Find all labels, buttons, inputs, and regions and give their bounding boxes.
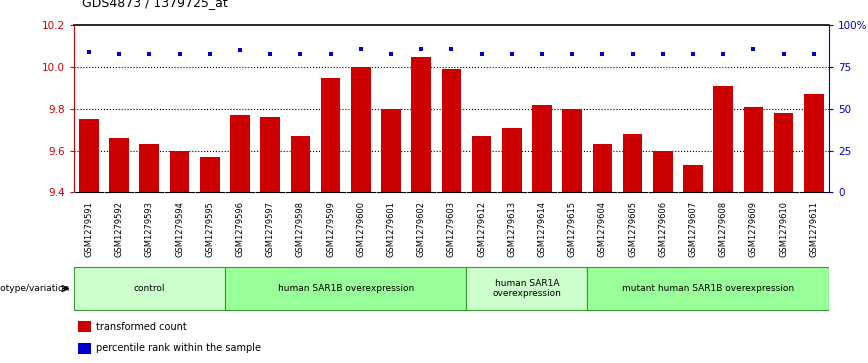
- Text: GSM1279592: GSM1279592: [115, 201, 123, 257]
- Bar: [230, 115, 250, 192]
- Bar: [169, 151, 189, 192]
- Text: GSM1279611: GSM1279611: [809, 201, 819, 257]
- Text: GSM1279606: GSM1279606: [658, 201, 667, 257]
- Bar: [593, 144, 612, 192]
- Text: GSM1279599: GSM1279599: [326, 201, 335, 257]
- FancyBboxPatch shape: [225, 267, 466, 310]
- Text: GSM1279607: GSM1279607: [688, 201, 698, 257]
- Text: GSM1279614: GSM1279614: [537, 201, 547, 257]
- Bar: [683, 165, 703, 192]
- Bar: [381, 109, 401, 192]
- Text: GSM1279602: GSM1279602: [417, 201, 425, 257]
- Text: GSM1279612: GSM1279612: [477, 201, 486, 257]
- Bar: [442, 69, 461, 192]
- Bar: [471, 136, 491, 192]
- Bar: [622, 134, 642, 192]
- Bar: [411, 57, 431, 192]
- Bar: [200, 157, 220, 192]
- Bar: [320, 78, 340, 192]
- Bar: [79, 119, 99, 192]
- FancyBboxPatch shape: [74, 267, 225, 310]
- Bar: [140, 144, 159, 192]
- Text: percentile rank within the sample: percentile rank within the sample: [96, 343, 261, 354]
- Text: mutant human SAR1B overexpression: mutant human SAR1B overexpression: [622, 284, 794, 293]
- Text: human SAR1A
overexpression: human SAR1A overexpression: [492, 279, 562, 298]
- Bar: [773, 113, 793, 192]
- Text: GSM1279613: GSM1279613: [507, 201, 516, 257]
- Text: GSM1279608: GSM1279608: [719, 201, 727, 257]
- Text: GSM1279609: GSM1279609: [749, 201, 758, 257]
- Bar: [713, 86, 733, 192]
- Text: GSM1279597: GSM1279597: [266, 201, 274, 257]
- Bar: [744, 107, 763, 192]
- Text: GSM1279603: GSM1279603: [447, 201, 456, 257]
- Text: GSM1279593: GSM1279593: [145, 201, 154, 257]
- FancyBboxPatch shape: [588, 267, 829, 310]
- Text: GSM1279605: GSM1279605: [628, 201, 637, 257]
- Text: GSM1279598: GSM1279598: [296, 201, 305, 257]
- Bar: [291, 136, 310, 192]
- Text: GSM1279591: GSM1279591: [84, 201, 94, 257]
- Text: transformed count: transformed count: [96, 322, 187, 332]
- Text: GSM1279595: GSM1279595: [205, 201, 214, 257]
- Bar: [562, 109, 582, 192]
- Bar: [532, 105, 552, 192]
- Bar: [109, 138, 129, 192]
- Text: GSM1279594: GSM1279594: [175, 201, 184, 257]
- FancyBboxPatch shape: [466, 267, 588, 310]
- Text: GSM1279615: GSM1279615: [568, 201, 576, 257]
- Text: GSM1279601: GSM1279601: [386, 201, 396, 257]
- Text: GSM1279596: GSM1279596: [235, 201, 245, 257]
- Bar: [260, 117, 280, 192]
- Text: GDS4873 / 1379725_at: GDS4873 / 1379725_at: [82, 0, 228, 9]
- Text: GSM1279610: GSM1279610: [779, 201, 788, 257]
- Text: GSM1279600: GSM1279600: [356, 201, 365, 257]
- Bar: [653, 151, 673, 192]
- Text: genotype/variation: genotype/variation: [0, 284, 69, 293]
- Bar: [351, 67, 371, 192]
- Text: GSM1279604: GSM1279604: [598, 201, 607, 257]
- Bar: [77, 322, 91, 332]
- Bar: [502, 128, 522, 192]
- Text: control: control: [134, 284, 165, 293]
- Bar: [77, 343, 91, 354]
- Bar: [804, 94, 824, 192]
- Text: human SAR1B overexpression: human SAR1B overexpression: [278, 284, 414, 293]
